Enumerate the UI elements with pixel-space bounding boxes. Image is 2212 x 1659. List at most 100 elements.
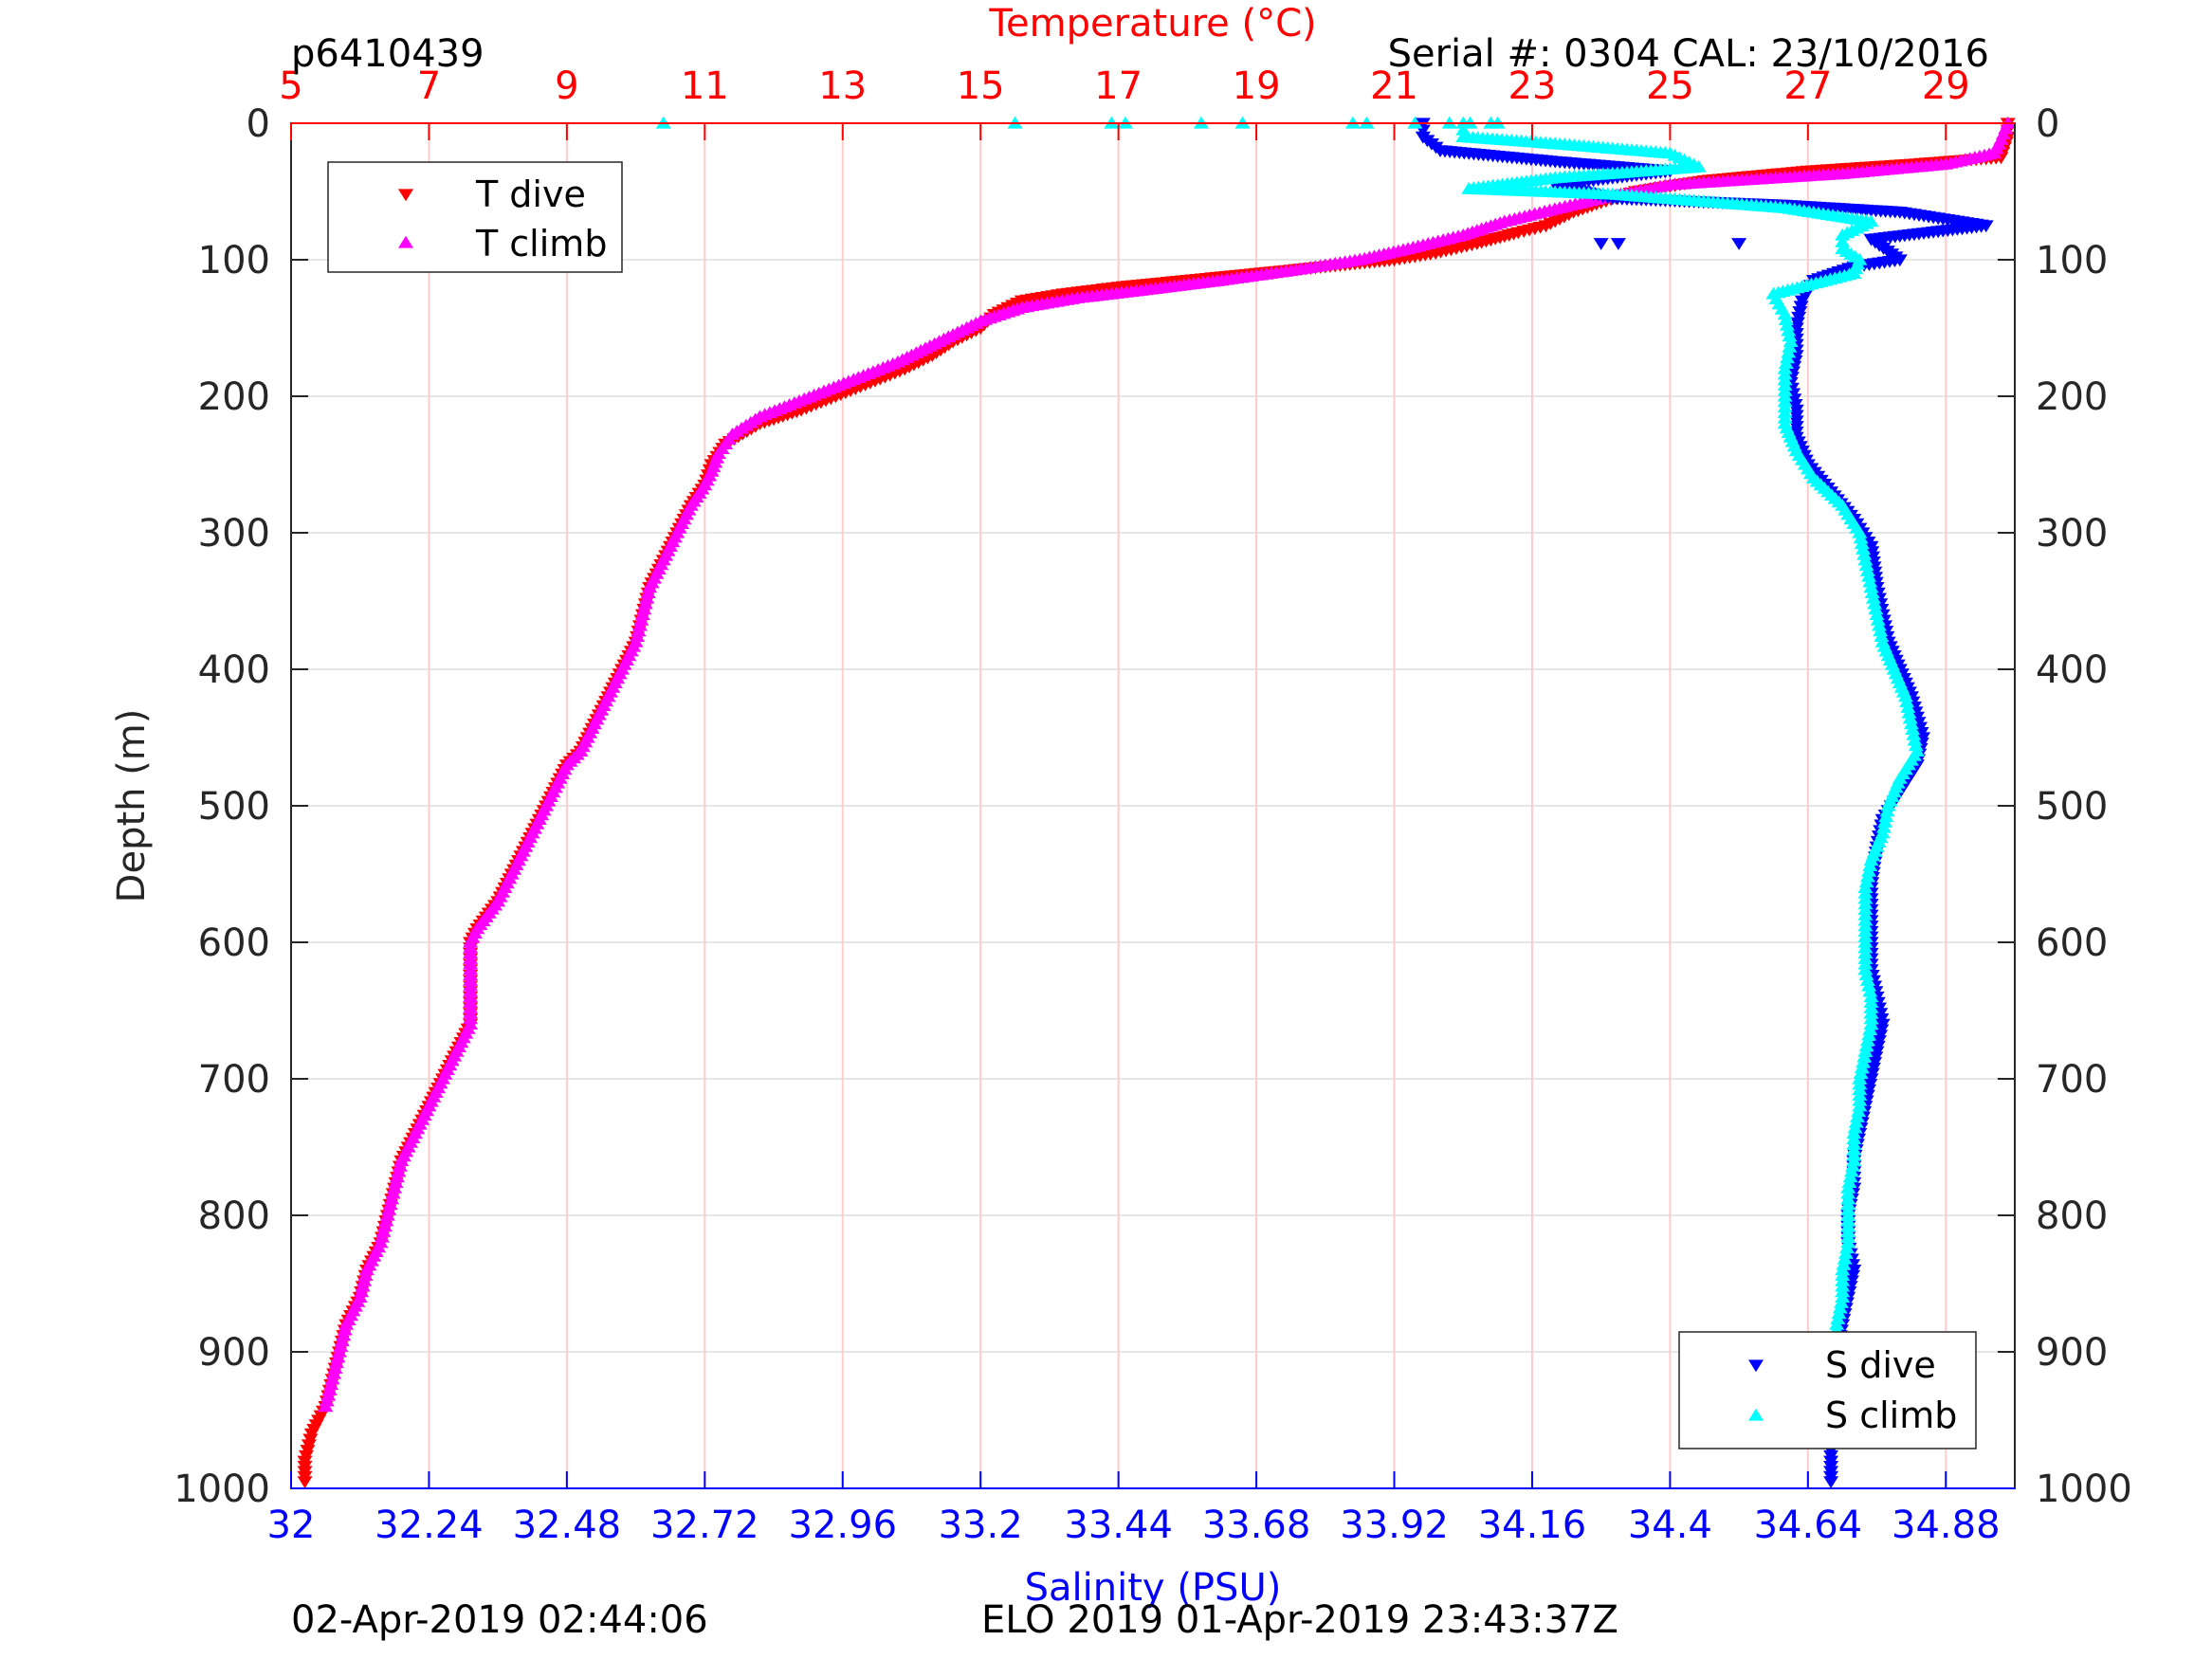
s-climb-fill-marker [1856,1055,1872,1068]
s-climb-fill-marker [1835,235,1851,247]
t-climb-fill-marker [640,586,656,598]
t-climb-point [358,1263,375,1276]
t-climb-fill-marker [631,618,648,631]
t-climb-point [324,1372,340,1385]
t-climb-fill-marker [636,602,652,615]
t-climb-fill-marker [357,1268,374,1281]
s-climb-point [1863,853,1879,866]
depth-tick-label-right: 400 [2036,648,2108,692]
t-climb-fill-marker [385,1186,401,1199]
t-climb-fill-marker [327,1361,343,1374]
salinity-tick-label: 33.92 [1340,1504,1449,1547]
s-dive-series [1415,118,1994,1488]
s-climb-fill-marker [1843,1164,1859,1177]
t-climb-fill-marker [631,624,647,637]
s-climb-fill-marker [1858,558,1874,572]
legend-marker-t-climb [398,235,413,248]
s-climb-fill-marker [1873,624,1889,637]
s-climb-fill-marker [1877,815,1893,828]
depth-tick-label-left: 200 [198,375,270,419]
s-climb-fill-marker [1865,591,1881,604]
legend-t-dive-marker [398,189,413,202]
temperature-tick-label: 27 [1783,64,1832,108]
s-climb-fill-marker [1841,1176,1857,1189]
s-climb-fill-marker [1854,537,1870,550]
temperature-tick-label: 7 [417,64,441,108]
s-climb-fill-marker [1859,869,1875,883]
legend-salinity: S dive S climb [1678,1331,1977,1449]
legend-marker-s-dive [1748,1359,1764,1373]
temperature-tick-label: 17 [1094,64,1143,108]
t-climb-fill-marker [374,1230,390,1243]
s-climb-fill-marker [1854,1061,1870,1074]
s-climb-point [1903,717,1919,730]
t-climb-point [642,580,658,593]
footer-mission: ELO 2019 01-Apr-2019 23:43:37Z [981,1598,1618,1642]
s-climb-fill-marker [1833,1295,1849,1308]
s-climb-point [1835,1290,1851,1303]
t-climb-fill-marker [355,1279,371,1292]
serial-cal-label: Serial #: 0304 CAL: 23/10/2016 [1388,32,1989,76]
t-climb-fill-marker [384,1192,400,1205]
t-climb-fill-marker [391,1164,407,1177]
t-climb-fill-marker [392,1158,408,1172]
s-climb-fill-marker [1879,804,1895,817]
s-climb-fill-marker [1862,574,1878,588]
t-climb-fill-marker [336,1328,352,1341]
s-climb-point [1857,962,1874,975]
t-climb-point [393,1154,410,1166]
s-climb-series [1455,116,1925,1413]
s-climb-fill-marker [1842,1170,1858,1183]
s-climb-fill-marker [1858,1039,1874,1052]
s-climb-fill-marker [1832,1301,1848,1314]
s-climb-point [1869,608,1885,620]
t-climb-point [318,1399,334,1413]
s-climb-point [1897,689,1913,702]
t-climb-fill-marker [633,612,649,626]
depth-tick-label-right: 1000 [2036,1468,2132,1511]
depth-tick-label-left: 700 [198,1058,270,1102]
t-climb-point [338,1318,355,1330]
salinity-tick-label: 32.24 [375,1504,484,1547]
s-climb-fill-marker [1861,1028,1877,1041]
t-climb-fill-marker [354,1285,370,1298]
s-climb-fill-marker [1778,356,1794,370]
depth-tick-label-left: 400 [198,648,270,692]
s-climb-point [1777,307,1793,320]
s-climb-fill-marker [1899,695,1915,708]
depth-tick-label-right: 800 [2036,1194,2108,1238]
legend-s-dive-marker [1748,1359,1764,1373]
salinity-tick-label: 34.88 [1892,1504,2001,1547]
t-climb-fill-marker [323,1377,339,1391]
s-climb-fill-marker [1859,564,1875,576]
depth-tick-label-left: 900 [198,1331,270,1375]
legend-temperature: T dive T climb [327,161,623,273]
s-dive-outlier [1593,238,1609,250]
temperature-tick-label: 29 [1922,64,1970,108]
depth-tick-label-right: 0 [2036,102,2059,146]
s-climb-fill-marker [1853,1066,1869,1079]
salinity-tick-label: 32.72 [650,1504,759,1547]
temperature-axis-title: Temperature (°C) [988,2,1316,46]
s-climb-point [1840,1235,1856,1249]
depth-tick-label-right: 700 [2036,1058,2108,1102]
t-climb-fill-marker [376,1219,393,1232]
s-climb-fill-marker [1900,701,1916,713]
legend-t-dive-label: T dive [475,173,586,215]
s-climb-fill-marker [1837,1247,1854,1259]
depth-tick-label-right: 100 [2036,239,2108,283]
t-climb-point [387,1181,403,1194]
salinity-tick-label: 34.64 [1754,1504,1863,1547]
s-dive-outlier [1731,238,1747,250]
s-climb-point [1852,1099,1868,1112]
depth-axis-title: Depth (m) [110,709,154,903]
s-climb-fill-marker [1849,1110,1865,1122]
t-climb-fill-marker [630,629,646,643]
temperature-tick-label: 25 [1646,64,1694,108]
s-climb-fill-marker [1861,978,1877,992]
legend-s-climb-marker [1748,1408,1764,1421]
s-climb-fill-marker [1848,1115,1864,1128]
t-climb-fill-marker [389,1170,405,1183]
s-climb-fill-marker [1856,1049,1873,1063]
